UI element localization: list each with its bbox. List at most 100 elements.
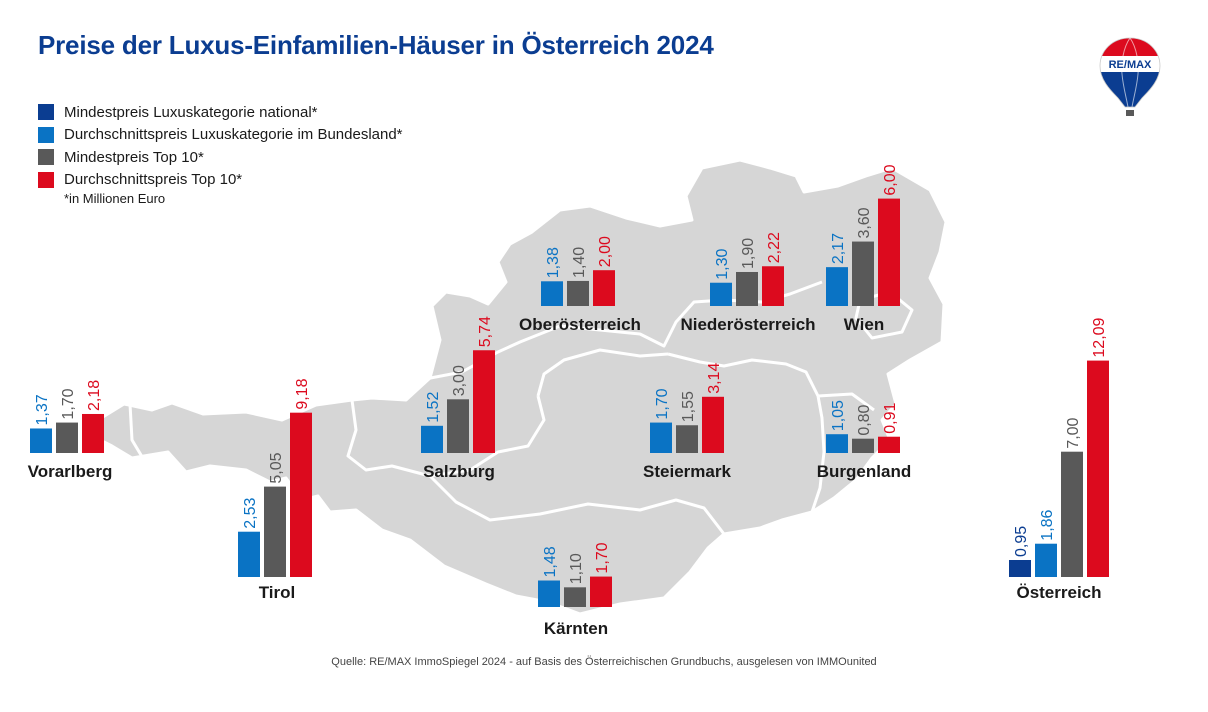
bar-niederoesterreich-2	[736, 271, 758, 306]
region-group-vorarlberg: 1,37 1,70 2,18 Vorarlberg	[28, 380, 113, 481]
legend-swatch	[38, 126, 54, 143]
data-label-kaernten-1: 1,48	[542, 546, 559, 577]
bar-steiermark-1	[650, 422, 672, 453]
bar-oberoesterreich-1	[541, 281, 563, 306]
bar-steiermark-2	[676, 425, 698, 453]
bar-vorarlberg-2	[56, 422, 78, 453]
data-label-oesterreich-0: 0,95	[1013, 526, 1030, 557]
data-label-salzburg-2: 3,00	[451, 365, 468, 396]
region-group-kaernten: 1,48 1,10 1,70 Kärnten	[538, 542, 612, 638]
balloon-basket	[1126, 110, 1134, 116]
bar-oesterreich-2	[1061, 451, 1083, 577]
data-label-oesterreich-2: 7,00	[1065, 417, 1082, 448]
data-label-kaernten-3: 1,70	[594, 542, 611, 573]
region-group-burgenland: 1,05 0,80 0,91 Burgenland	[817, 400, 911, 481]
bar-kaernten-2	[564, 587, 586, 607]
bar-kaernten-1	[538, 580, 560, 607]
bar-burgenland-1	[826, 434, 848, 453]
legend-swatch	[38, 149, 54, 166]
data-label-burgenland-2: 0,80	[856, 404, 873, 435]
bar-wien-3	[878, 198, 900, 306]
legend-swatch	[38, 171, 54, 188]
bar-salzburg-3	[473, 350, 495, 453]
bar-tirol-3	[290, 412, 312, 577]
region-group-oberoesterreich: 1,38 1,40 2,00 Oberösterreich	[519, 236, 641, 334]
bar-niederoesterreich-3	[762, 266, 784, 306]
bar-burgenland-3	[878, 436, 900, 453]
data-label-niederoesterreich-1: 1,30	[714, 248, 731, 279]
region-label-kaernten: Kärnten	[544, 619, 608, 638]
region-group-tirol: 2,53 5,05 9,18 Tirol	[238, 378, 312, 602]
bar-vorarlberg-1	[30, 428, 52, 453]
data-label-wien-2: 3,60	[856, 207, 873, 238]
data-label-vorarlberg-3: 2,18	[86, 380, 103, 411]
remax-balloon-logo: RE/MAX	[1099, 37, 1161, 116]
data-label-oesterreich-1: 1,86	[1039, 509, 1056, 540]
region-group-niederoesterreich: 1,30 1,90 2,22 Niederösterreich	[680, 232, 815, 334]
region-group-steiermark: 1,70 1,55 3,14 Steiermark	[643, 363, 731, 481]
region-label-niederoesterreich: Niederösterreich	[680, 315, 815, 334]
data-label-steiermark-2: 1,55	[680, 391, 697, 422]
bar-tirol-2	[264, 486, 286, 577]
bar-oesterreich-3	[1087, 360, 1109, 577]
region-label-tirol: Tirol	[259, 583, 296, 602]
data-label-tirol-1: 2,53	[242, 497, 259, 528]
austria-map-shape	[94, 158, 948, 616]
region-label-wien: Wien	[844, 315, 884, 334]
bar-wien-2	[852, 241, 874, 306]
data-label-tirol-2: 5,05	[268, 452, 285, 483]
data-label-steiermark-1: 1,70	[654, 388, 671, 419]
data-label-oesterreich-3: 12,09	[1091, 317, 1108, 357]
region-label-oesterreich: Österreich	[1016, 583, 1101, 602]
data-label-tirol-3: 9,18	[294, 378, 311, 409]
legend-item-top10-min: Mindestpreis Top 10*	[38, 146, 403, 169]
legend-item-national-min: Mindestpreis Luxuskategorie national*	[38, 101, 403, 124]
legend-swatch	[38, 104, 54, 121]
bars-layer: 1,37 1,70 2,18 Vorarlberg 2,53 5,05 9,18 Tirol 1…	[28, 164, 1109, 638]
bar-salzburg-1	[421, 425, 443, 453]
legend-label: Mindestpreis Top 10*	[64, 148, 204, 166]
data-label-burgenland-3: 0,91	[882, 402, 899, 433]
legend-label: Durchschnittspreis Luxuskategorie im Bun…	[64, 126, 403, 144]
region-group-salzburg: 1,52 3,00 5,74 Salzburg	[421, 316, 495, 481]
data-label-kaernten-2: 1,10	[568, 553, 585, 584]
data-label-niederoesterreich-3: 2,22	[766, 232, 783, 263]
bar-wien-1	[826, 267, 848, 306]
chart-title: Preise der Luxus-Einfamilien-Häuser in Ö…	[38, 30, 714, 60]
region-label-steiermark: Steiermark	[643, 462, 731, 481]
region-label-oberoesterreich: Oberösterreich	[519, 315, 641, 334]
bar-tirol-1	[238, 531, 260, 577]
legend-item-top10-average: Durchschnittspreis Top 10*	[38, 169, 403, 192]
data-label-burgenland-1: 1,05	[830, 400, 847, 431]
bar-burgenland-2	[852, 438, 874, 453]
data-label-vorarlberg-1: 1,37	[34, 394, 51, 425]
data-label-wien-3: 6,00	[882, 164, 899, 195]
region-label-salzburg: Salzburg	[423, 462, 495, 481]
austria-map	[94, 158, 948, 616]
bar-kaernten-3	[590, 576, 612, 607]
bar-oberoesterreich-2	[567, 280, 589, 306]
data-label-wien-1: 2,17	[830, 233, 847, 264]
data-label-oberoesterreich-3: 2,00	[597, 236, 614, 267]
bar-vorarlberg-3	[82, 413, 104, 453]
logo-text: RE/MAX	[1109, 59, 1152, 71]
data-label-salzburg-1: 1,52	[425, 392, 442, 423]
bar-oberoesterreich-3	[593, 270, 615, 306]
legend-item-state-average: Durchschnittspreis Luxuskategorie im Bun…	[38, 124, 403, 147]
bar-niederoesterreich-1	[710, 282, 732, 306]
unit-note: *in Millionen Euro	[64, 191, 166, 206]
region-label-vorarlberg: Vorarlberg	[28, 462, 113, 481]
region-label-burgenland: Burgenland	[817, 462, 911, 481]
bar-oesterreich-1	[1035, 543, 1057, 577]
data-label-niederoesterreich-2: 1,90	[740, 238, 757, 269]
legend: Mindestpreis Luxuskategorie national* Du…	[38, 101, 403, 191]
data-label-steiermark-3: 3,14	[706, 363, 723, 394]
data-label-oberoesterreich-2: 1,40	[571, 247, 588, 278]
bar-steiermark-3	[702, 396, 724, 453]
region-group-wien: 2,17 3,60 6,00 Wien	[826, 164, 900, 334]
data-label-salzburg-3: 5,74	[477, 316, 494, 347]
source-note: Quelle: RE/MAX ImmoSpiegel 2024 - auf Ba…	[331, 656, 877, 668]
legend-label: Durchschnittspreis Top 10*	[64, 171, 243, 189]
data-label-oberoesterreich-1: 1,38	[545, 247, 562, 278]
